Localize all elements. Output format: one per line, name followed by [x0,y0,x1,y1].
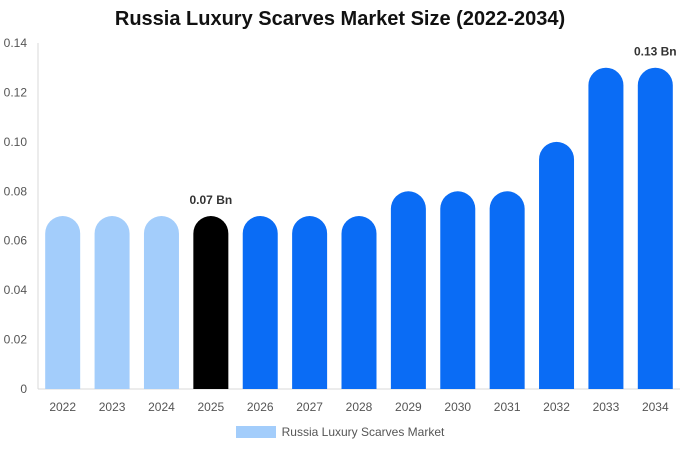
y-tick-label: 0.02 [4,333,28,347]
x-tick-label: 2025 [197,400,224,414]
x-tick-label: 2029 [395,400,422,414]
x-tick-label: 2027 [296,400,323,414]
x-tick-label: 2024 [148,400,175,414]
bar-2034 [637,67,673,389]
x-tick-label: 2030 [444,400,471,414]
y-tick-label: 0 [20,382,27,396]
bar-2026 [242,216,278,389]
bar-2032 [539,141,575,389]
bar-2023 [94,216,130,389]
y-tick-label: 0.12 [4,85,28,99]
x-tick-label: 2034 [642,400,669,414]
x-tick-label: 2033 [593,400,620,414]
bar-2028 [341,216,377,389]
legend-swatch [235,426,276,438]
x-tick-label: 2023 [99,400,126,414]
chart-title: Russia Luxury Scarves Market Size (2022-… [114,8,566,30]
x-tick-label: 2022 [49,400,76,414]
x-tick-label: 2026 [247,400,274,414]
bar-2022 [45,216,81,389]
x-tick-label: 2028 [346,400,373,414]
x-tick-label: 2032 [543,400,570,414]
data-label-2034: 0.13 Bn [634,45,677,59]
bar-2033 [588,67,624,389]
y-tick-label: 0.10 [4,135,28,149]
y-tick-label: 0.14 [4,36,28,50]
bar-2030 [440,191,476,389]
legend-label: Russia Luxury Scarves Market [281,425,445,439]
bar-2025 [193,216,229,389]
bar-2029 [390,191,426,389]
bar-2031 [489,191,525,389]
y-tick-label: 0.04 [4,283,28,297]
y-tick-label: 0.08 [4,184,28,198]
bar-2027 [292,216,328,389]
data-label-2025: 0.07 Bn [190,193,233,207]
y-tick-label: 0.06 [4,234,28,248]
legend: Russia Luxury Scarves Market [0,425,680,439]
x-tick-label: 2031 [494,400,521,414]
bar-2024 [143,216,179,389]
